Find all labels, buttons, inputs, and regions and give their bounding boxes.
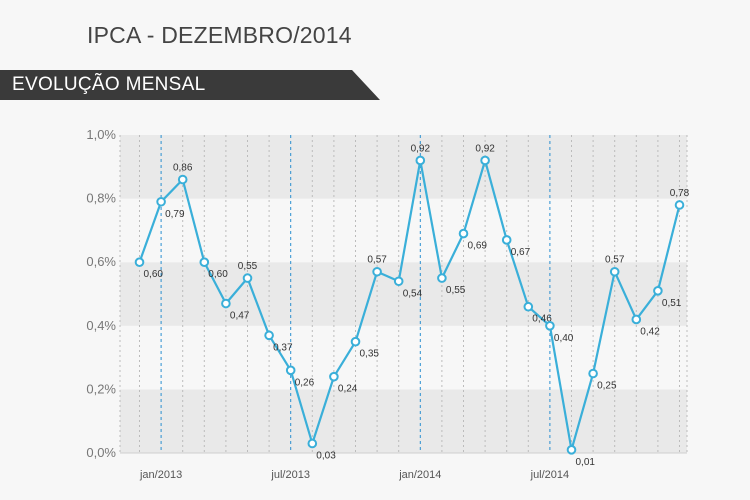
y-tick-label: 1,0%	[86, 127, 116, 142]
data-label: 0,67	[511, 247, 531, 258]
data-point	[545, 321, 555, 331]
data-point	[221, 298, 231, 309]
data-label: 0,54	[403, 288, 423, 299]
data-point	[588, 368, 598, 379]
data-label: 0,01	[576, 457, 596, 468]
data-label: 0,78	[670, 188, 690, 199]
data-label: 0,51	[662, 298, 682, 309]
x-tick-label: jul/2014	[530, 469, 570, 481]
data-point	[156, 196, 166, 207]
data-point	[242, 273, 253, 283]
data-point	[458, 228, 469, 239]
data-point	[177, 174, 188, 185]
data-point	[566, 445, 577, 455]
x-tick-label: jan/2014	[398, 469, 441, 481]
data-label: 0,35	[360, 349, 380, 360]
y-tick-label: 0,0%	[86, 445, 116, 460]
data-point	[523, 301, 534, 312]
data-point	[134, 257, 145, 268]
data-point	[674, 200, 685, 210]
y-tick-label: 0,2%	[86, 381, 116, 396]
data-label: 0,03	[316, 450, 336, 461]
data-label: 0,40	[554, 333, 574, 344]
y-tick-label: 0,8%	[86, 191, 116, 206]
data-label: 0,25	[597, 381, 617, 392]
data-point	[329, 371, 339, 382]
data-label: 0,24	[338, 384, 358, 395]
data-point	[307, 438, 318, 449]
data-point	[653, 286, 663, 296]
data-label: 0,92	[411, 143, 431, 154]
data-label: 0,57	[367, 255, 387, 266]
data-point	[393, 276, 404, 287]
data-label: 0,60	[208, 269, 228, 280]
data-label: 0,57	[605, 255, 625, 266]
data-point	[501, 235, 512, 245]
banner-label: EVOLUÇÃO MENSAL	[12, 74, 206, 95]
data-point	[631, 314, 642, 325]
data-point	[437, 273, 447, 283]
data-point	[350, 336, 361, 347]
data-point	[415, 155, 426, 166]
banner-shape	[0, 70, 380, 100]
data-label: 0,46	[532, 314, 552, 325]
data-label: 0,69	[468, 241, 488, 252]
x-tick-label: jan/2013	[139, 469, 182, 481]
data-label: 0,55	[238, 261, 258, 272]
data-label: 0,26	[295, 377, 315, 388]
data-point	[199, 257, 210, 268]
data-label: 0,79	[165, 209, 185, 220]
data-point	[372, 266, 382, 277]
plot-band	[120, 262, 687, 326]
data-label: 0,37	[273, 342, 293, 353]
data-point	[264, 330, 274, 341]
y-tick-label: 0,4%	[86, 318, 116, 333]
plot-band	[120, 389, 687, 453]
data-label: 0,47	[230, 311, 250, 322]
data-point	[609, 266, 620, 277]
data-label: 0,42	[640, 326, 660, 337]
y-tick-label: 0,6%	[86, 254, 116, 269]
plot-band	[120, 135, 687, 199]
section-banner: EVOLUÇÃO MENSAL	[0, 70, 380, 100]
data-label: 0,92	[475, 143, 495, 154]
chart-title: IPCA - DEZEMBRO/2014	[87, 22, 352, 48]
data-point	[285, 365, 296, 376]
data-point	[480, 155, 490, 166]
data-label: 0,55	[446, 285, 466, 296]
series-line	[138, 159, 681, 451]
data-label: 0,60	[144, 269, 164, 280]
data-label: 0,86	[173, 163, 193, 174]
x-tick-label: jul/2013	[270, 469, 310, 481]
